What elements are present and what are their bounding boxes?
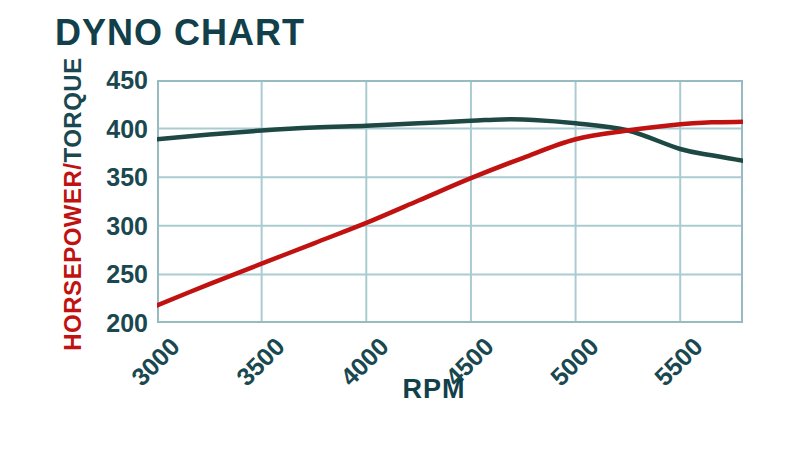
y-axis-label-text: HORSEPOWER/TORQUE	[59, 57, 87, 350]
x-tick-label: 3000	[126, 332, 186, 392]
y-tick-label: 250	[50, 259, 148, 289]
plot-area	[157, 80, 743, 323]
x-tick-label: 5500	[649, 332, 709, 392]
y-tick-label: 300	[50, 211, 148, 241]
x-axis-label: RPM	[374, 374, 494, 405]
chart-title: DYNO CHART	[55, 12, 305, 54]
series-curve-horsepower	[157, 122, 743, 306]
x-tick-label: 3500	[230, 332, 290, 392]
y-tick-label: 400	[50, 114, 148, 144]
dyno-chart-page: DYNO CHART HORSEPOWER/TORQUE 200 250 300 35…	[0, 0, 800, 469]
y-tick-label: 200	[50, 308, 148, 338]
y-tick-label: 350	[50, 162, 148, 192]
y-tick-label: 450	[50, 65, 148, 95]
x-tick-label: 5000	[544, 332, 604, 392]
plot-border	[158, 81, 742, 322]
